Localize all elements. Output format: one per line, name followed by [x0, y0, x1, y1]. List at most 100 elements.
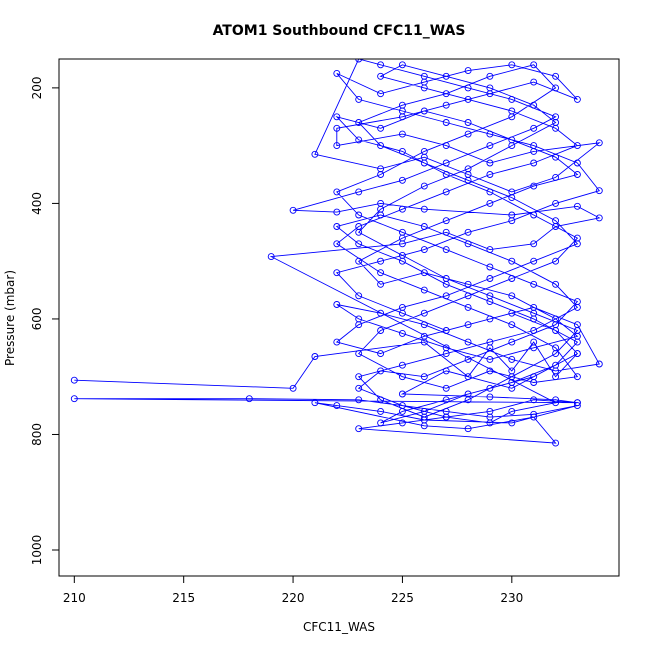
data-point	[508, 338, 516, 346]
data-point	[464, 119, 472, 126]
data-point	[464, 355, 472, 363]
data-point	[573, 142, 581, 150]
data-point	[573, 327, 581, 334]
data-point	[377, 419, 385, 427]
data-point	[442, 159, 450, 167]
data-point	[530, 280, 538, 288]
data-point	[486, 263, 494, 271]
data-point	[420, 332, 428, 340]
data-point	[70, 395, 78, 403]
data-point	[573, 159, 581, 167]
data-point	[508, 407, 516, 415]
data-point	[442, 171, 450, 178]
axes-layer: 210 215 220 225 230 200 400 600 800 1000	[30, 76, 523, 605]
y-tick-label: 600	[30, 307, 44, 330]
data-point	[355, 384, 363, 392]
data-point	[377, 211, 385, 219]
data-point	[464, 280, 472, 288]
data-point	[552, 199, 560, 207]
y-tick-label: 200	[30, 76, 44, 99]
data-point	[377, 327, 385, 334]
x-tick-label: 215	[172, 591, 195, 605]
data-point	[464, 95, 472, 103]
x-tick-label: 220	[282, 591, 305, 605]
data-point	[552, 84, 560, 92]
data-point	[377, 407, 385, 415]
data-point	[442, 292, 450, 300]
y-tick-label: 800	[30, 423, 44, 446]
data-point	[486, 72, 494, 80]
data-point	[552, 399, 560, 407]
data-point	[420, 147, 428, 155]
data-point	[333, 188, 341, 196]
data-point	[530, 124, 538, 132]
data-point	[530, 410, 538, 418]
data-point	[355, 350, 363, 358]
data-point	[355, 95, 363, 103]
data-point	[486, 315, 494, 323]
data-point	[486, 188, 494, 196]
data-point	[442, 217, 450, 225]
plot-box	[58, 58, 620, 577]
x-tick-label: 225	[391, 591, 414, 605]
data-point	[464, 321, 472, 329]
data-point	[398, 257, 406, 265]
data-point	[398, 419, 406, 427]
data-point	[595, 214, 603, 222]
data-point	[486, 407, 494, 415]
data-point	[442, 350, 450, 358]
data-point	[377, 269, 385, 277]
data-point	[267, 253, 275, 261]
data-point	[552, 280, 560, 288]
data-point	[464, 303, 472, 311]
data-point	[573, 350, 581, 358]
data-point	[573, 171, 581, 178]
data-point	[530, 257, 538, 265]
data-point	[486, 130, 494, 138]
data-point	[573, 202, 581, 210]
data-point	[355, 373, 363, 381]
data-point	[333, 142, 341, 150]
data-point	[508, 257, 516, 265]
data-point	[420, 223, 428, 230]
data-point	[573, 402, 581, 410]
data-point	[442, 188, 450, 196]
data-point	[442, 90, 450, 98]
data-point	[530, 413, 538, 421]
data-point	[398, 205, 406, 213]
data-point	[442, 228, 450, 236]
data-point	[377, 396, 385, 404]
data-point	[442, 384, 450, 392]
data-point	[442, 327, 450, 334]
data-point	[486, 419, 494, 427]
data-point	[420, 107, 428, 115]
data-point	[530, 182, 538, 190]
data-point	[442, 246, 450, 254]
data-point	[355, 188, 363, 196]
data-point	[486, 84, 494, 92]
data-point	[333, 240, 341, 248]
data-point	[333, 402, 341, 410]
data-point	[70, 376, 78, 384]
data-point	[420, 407, 428, 415]
data-point	[377, 257, 385, 265]
data-point	[355, 292, 363, 300]
data-point	[464, 373, 472, 381]
data-point	[398, 130, 406, 138]
data-point	[398, 329, 406, 337]
data-point	[289, 206, 297, 214]
data-point	[442, 101, 450, 109]
data-point	[552, 173, 560, 181]
data-point	[333, 269, 341, 277]
chart-title: ATOM1 Southbound CFC11_WAS	[213, 23, 466, 39]
data-point	[508, 113, 516, 121]
data-point	[420, 309, 428, 317]
data-point	[530, 61, 538, 69]
data-point	[442, 142, 450, 150]
data-point	[508, 142, 516, 150]
data-point	[552, 119, 560, 126]
data-point	[573, 338, 581, 346]
data-point	[552, 361, 560, 369]
data-point	[420, 321, 428, 329]
data-point	[333, 208, 341, 216]
